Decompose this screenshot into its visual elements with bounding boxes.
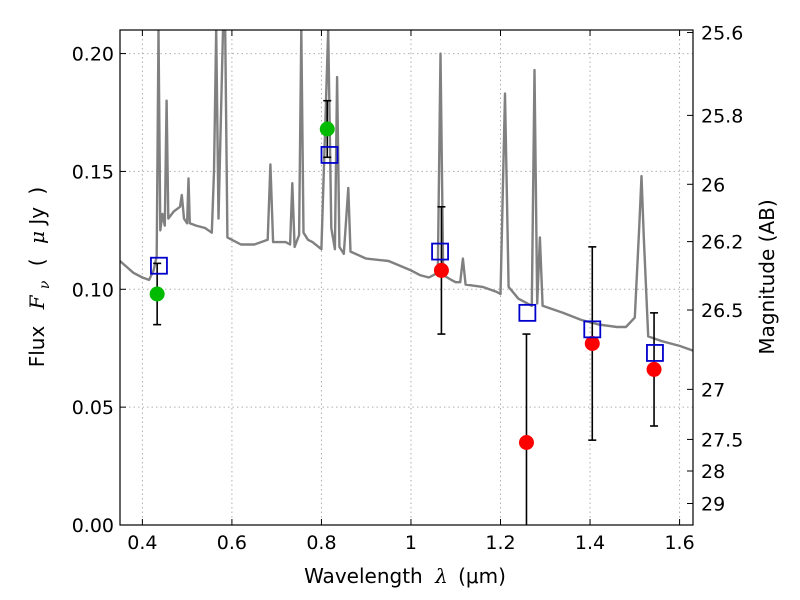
model-photometry-square <box>320 146 339 164</box>
y-tick-label: 0.05 <box>72 397 114 419</box>
x-axis-title: Wavelength λ (μm) <box>304 564 506 588</box>
model-photometry-square <box>646 344 664 362</box>
y2-tick-label: 28 <box>701 461 725 483</box>
x-tick-label: 0.6 <box>217 532 247 554</box>
x-tick-label: 0.8 <box>306 532 336 554</box>
green-data-point <box>319 121 335 137</box>
y-tick-label: 0.10 <box>72 279 114 301</box>
y-axis-title-unit: Jy <box>25 207 49 227</box>
model-photometry-square <box>431 242 449 261</box>
red-data-point <box>584 336 600 351</box>
y2-axis-title: Magnitude (AB) <box>755 199 779 354</box>
x-tick-label: 1.2 <box>485 532 515 554</box>
y2-tick-label: 25.6 <box>701 23 743 45</box>
y-axis-title-unit-symbol: μ <box>25 231 49 244</box>
model-spectrum <box>120 30 693 352</box>
grid-lines <box>120 30 693 525</box>
x-axis-title-symbol: λ <box>434 564 448 588</box>
x-tick-label: 1.6 <box>664 532 694 554</box>
error-bars <box>153 99 659 525</box>
data-markers <box>149 121 664 450</box>
y-axis-title-text: Flux <box>25 326 49 368</box>
model-photometry-square <box>518 303 537 322</box>
x-axis-title-text: Wavelength <box>304 564 423 588</box>
model-photometry-square <box>150 256 168 275</box>
y-axis-title-open: ( <box>25 258 49 266</box>
y-axis-title-subscript: ν <box>37 280 53 289</box>
y-tick-label: 0.00 <box>72 515 114 537</box>
x-tick-label: 1.4 <box>575 532 605 554</box>
plot-frame <box>119 29 694 526</box>
y2-tick-label: 29 <box>701 494 725 516</box>
model-photometry-square <box>583 320 602 339</box>
red-data-point <box>433 262 449 278</box>
y-tick-label: 0.15 <box>72 161 114 183</box>
model-spectrum-line <box>120 30 693 352</box>
y2-tick-label: 27 <box>701 379 725 401</box>
y2-tick-label: 25.8 <box>701 105 743 127</box>
y-axis-title: Flux F ν ( μ Jy ) <box>25 187 54 368</box>
y2-tick-label: 26.2 <box>701 232 743 254</box>
tick-labels: 0.4 0.6 0.8 1 1.2 1.4 1.6 0.00 0.05 0.10 0.15 0.20 2… <box>72 23 744 554</box>
red-data-point <box>646 361 662 377</box>
y2-tick-label: 27.5 <box>701 429 743 451</box>
y2-tick-label: 26.5 <box>701 300 743 322</box>
y-axis-title-close: ) <box>25 187 49 195</box>
y-axis-title-symbol: F <box>25 294 49 310</box>
axis-ticks <box>120 30 693 526</box>
x-tick-label: 1 <box>405 532 417 554</box>
y2-tick-label: 26 <box>701 174 725 196</box>
y-tick-label: 0.20 <box>72 44 114 66</box>
red-data-point <box>518 435 534 450</box>
x-axis-title-unit: (μm) <box>458 564 506 588</box>
green-data-point <box>149 286 165 302</box>
x-tick-label: 0.4 <box>127 532 157 554</box>
